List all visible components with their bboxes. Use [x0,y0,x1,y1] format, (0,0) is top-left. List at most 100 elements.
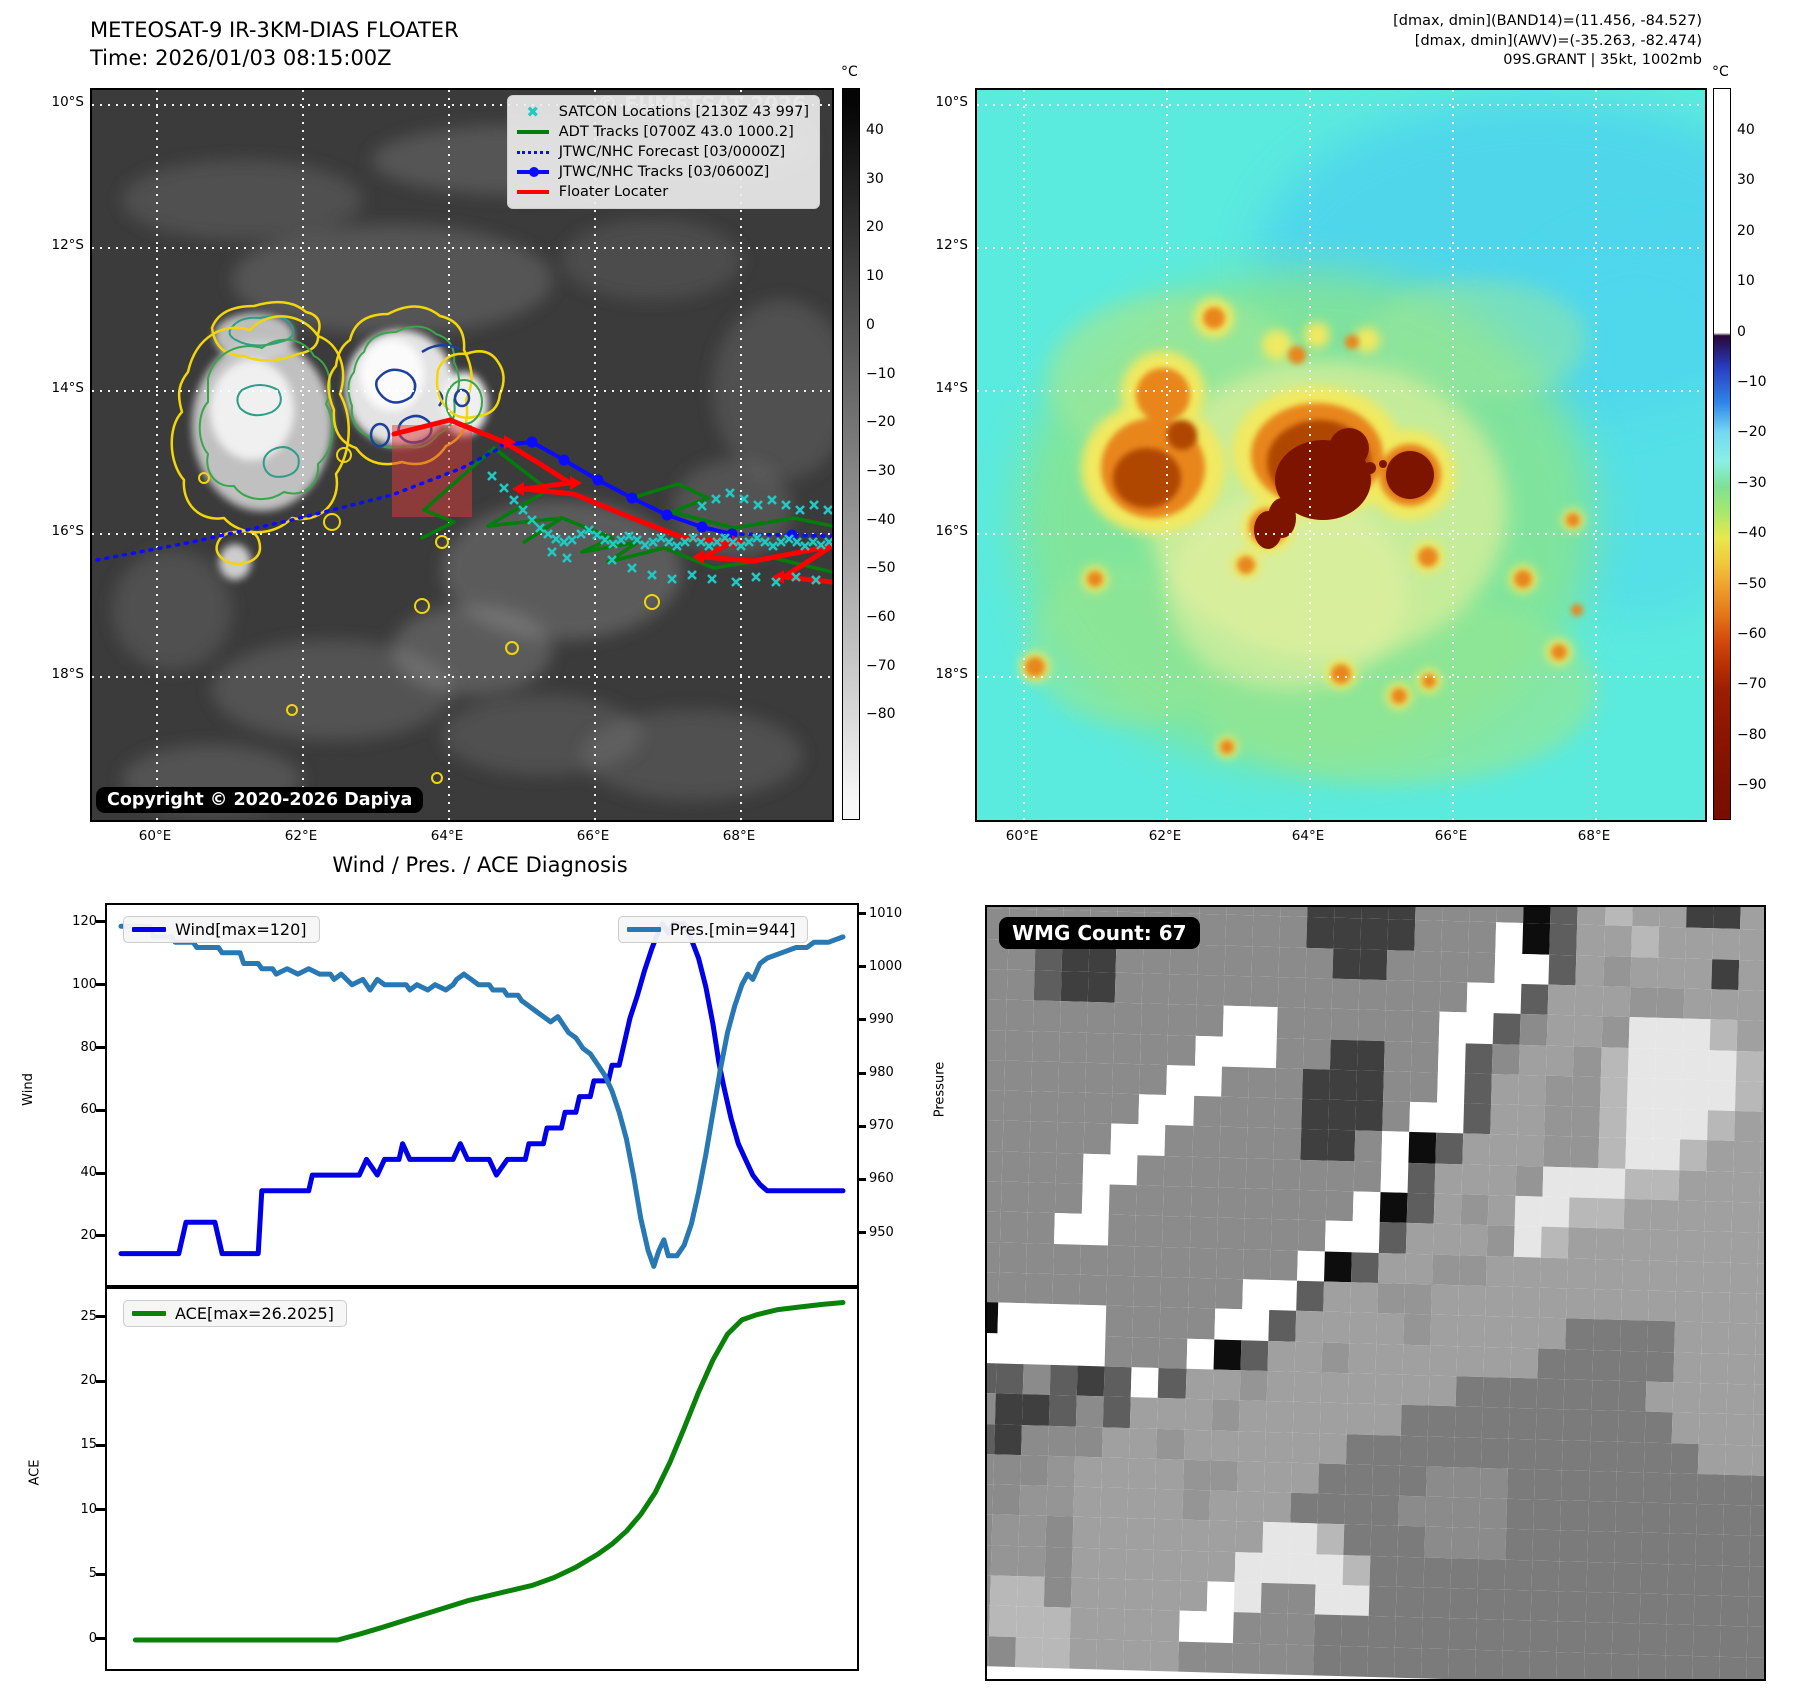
wmg-pixel [1383,1040,1412,1072]
wmg-pixel [1245,1158,1274,1190]
wmg-pixel [1611,1623,1640,1655]
wmg-pixel [1550,907,1579,925]
wmg-pixel [1756,1263,1764,1295]
wmg-pixel [1115,972,1143,1004]
wmg-pixel [1650,1199,1679,1231]
track-line-icon [516,167,550,177]
wmg-pixel [994,1393,1023,1425]
colorbar-tick-label: −60 [1737,626,1767,642]
wmg-pixel [1458,1285,1487,1317]
wmg-pixel [1153,1549,1181,1581]
track-line-icon [516,130,550,134]
wmg-pixel [1222,1005,1251,1037]
wmg-pixel [1762,1051,1764,1083]
wmg-pixel [1276,1007,1305,1039]
wmg-pixel [1015,1636,1044,1668]
wmg-pixel [1646,1351,1674,1383]
wind-axis-label: Wind [20,1073,36,1106]
wmg-pixel [1730,1232,1759,1264]
wmg-pixel [1487,1195,1516,1227]
page-title: METEOSAT-9 IR-3KM-DIAS FLOATER Time: 2026… [90,16,459,72]
wmg-pixel [1410,1071,1439,1103]
wmg-pixel [1549,924,1578,956]
wmg-pixel [1239,1370,1268,1402]
wmg-pixel [1600,1046,1629,1078]
wmg-pixel [1545,1075,1574,1107]
wmg-pixel [1248,1036,1277,1068]
wmg-pixel [1197,914,1226,946]
wmg-pixel [1315,1554,1344,1586]
colorbar-tick-label: −30 [1737,474,1767,491]
wmg-pixel [1106,1275,1135,1307]
lat-tick-label: 18°S [935,666,969,682]
wmg-pixel [1368,1585,1397,1618]
wmg-pixel [1510,1347,1539,1379]
wmg-pixel [1100,1487,1129,1519]
wmg-pixel [1339,1645,1368,1677]
wmg-pixel [1357,1009,1386,1041]
wmg-pixel [1234,1551,1263,1583]
wmg-pixel [1005,1030,1034,1062]
colorbar-tick-label: −40 [866,511,896,528]
wmg-pixel [987,1059,1006,1091]
wmg-pixel [1081,1214,1110,1246]
legend-item: ADT Tracks [0700Z 43.0 1000.2] [516,122,809,142]
wmg-pixel [1424,1526,1453,1558]
wmg-pixel [1665,1624,1694,1656]
wmg-pixel [1197,944,1225,976]
wmg-pixel [1584,1622,1613,1654]
wmg-pixel [1590,1410,1619,1442]
y-tick-label: 60 [80,1102,97,1118]
wmg-pixel [1109,1154,1138,1186]
wmg-pixel [987,1089,1005,1121]
wmg-pixel [1724,1444,1753,1476]
wmg-pixel [995,1363,1024,1395]
wmg-pixel [1520,983,1549,1015]
lon-tick-label: 60°E [1005,828,1039,844]
wmg-pixel [1557,1621,1586,1653]
wmg-pixel [1669,1473,1698,1505]
wmg-pixel [1142,973,1171,1005]
ace-legend-label: ACE[max=26.2025] [175,1304,334,1323]
wmg-pixel [1664,1654,1693,1679]
awv-color-map [975,88,1707,822]
colorbar-tick-label: 40 [1737,122,1755,138]
wmg-pixel [1163,1186,1192,1218]
wmg-pixel [1442,907,1471,922]
wmg-pixel [1412,980,1441,1012]
wmg-pixel [987,999,1007,1031]
wmg-pixel [1030,1091,1059,1123]
legend-item: JTWC/NHC Tracks [03/0600Z] [516,162,809,182]
wmg-pixel [1602,955,1631,987]
wmg-pixel [1113,1033,1142,1065]
wmg-pixel [1192,1095,1221,1128]
wmg-pixel [1405,1253,1433,1285]
wmg-pixel [1333,917,1362,950]
wmg-pixel [1269,1249,1298,1281]
wmg-pixel [1355,1100,1384,1132]
wmg-pixel [1219,1096,1248,1128]
ir-satellite-map: © EUMETSAT 2026 ✖SATCON Locations [2130Z… [90,88,834,822]
wmg-pixel [1279,916,1307,948]
wmg-pixel [1576,924,1605,956]
wmg-pixel [1754,1354,1764,1386]
wmg-pixel [1303,1008,1332,1040]
wmg-pixel [1514,1195,1543,1227]
wmg-pixel [1440,951,1469,983]
wmg-pixel [1134,1245,1163,1277]
wmg-pixel [1547,1014,1576,1046]
wmg-pixel [1596,1198,1625,1230]
diagnosis-title: Wind / Pres. / ACE Diagnosis [332,853,628,877]
wmg-pixel [1734,1080,1763,1112]
wmg-pixel [1206,1581,1235,1613]
wmg-pixel [1177,1641,1206,1673]
wmg-pixel [1295,1280,1324,1312]
wmg-pixel [1076,1395,1105,1427]
wmg-pixel [1250,976,1279,1008]
wmg-pixel [1755,1293,1764,1325]
y-tick-label: 1000 [869,958,903,974]
wmg-pixel [1329,1039,1358,1071]
wmg-pixel [1395,1586,1424,1618]
wmg-pixel [1476,1589,1505,1621]
wmg-pixel [1291,1432,1320,1464]
